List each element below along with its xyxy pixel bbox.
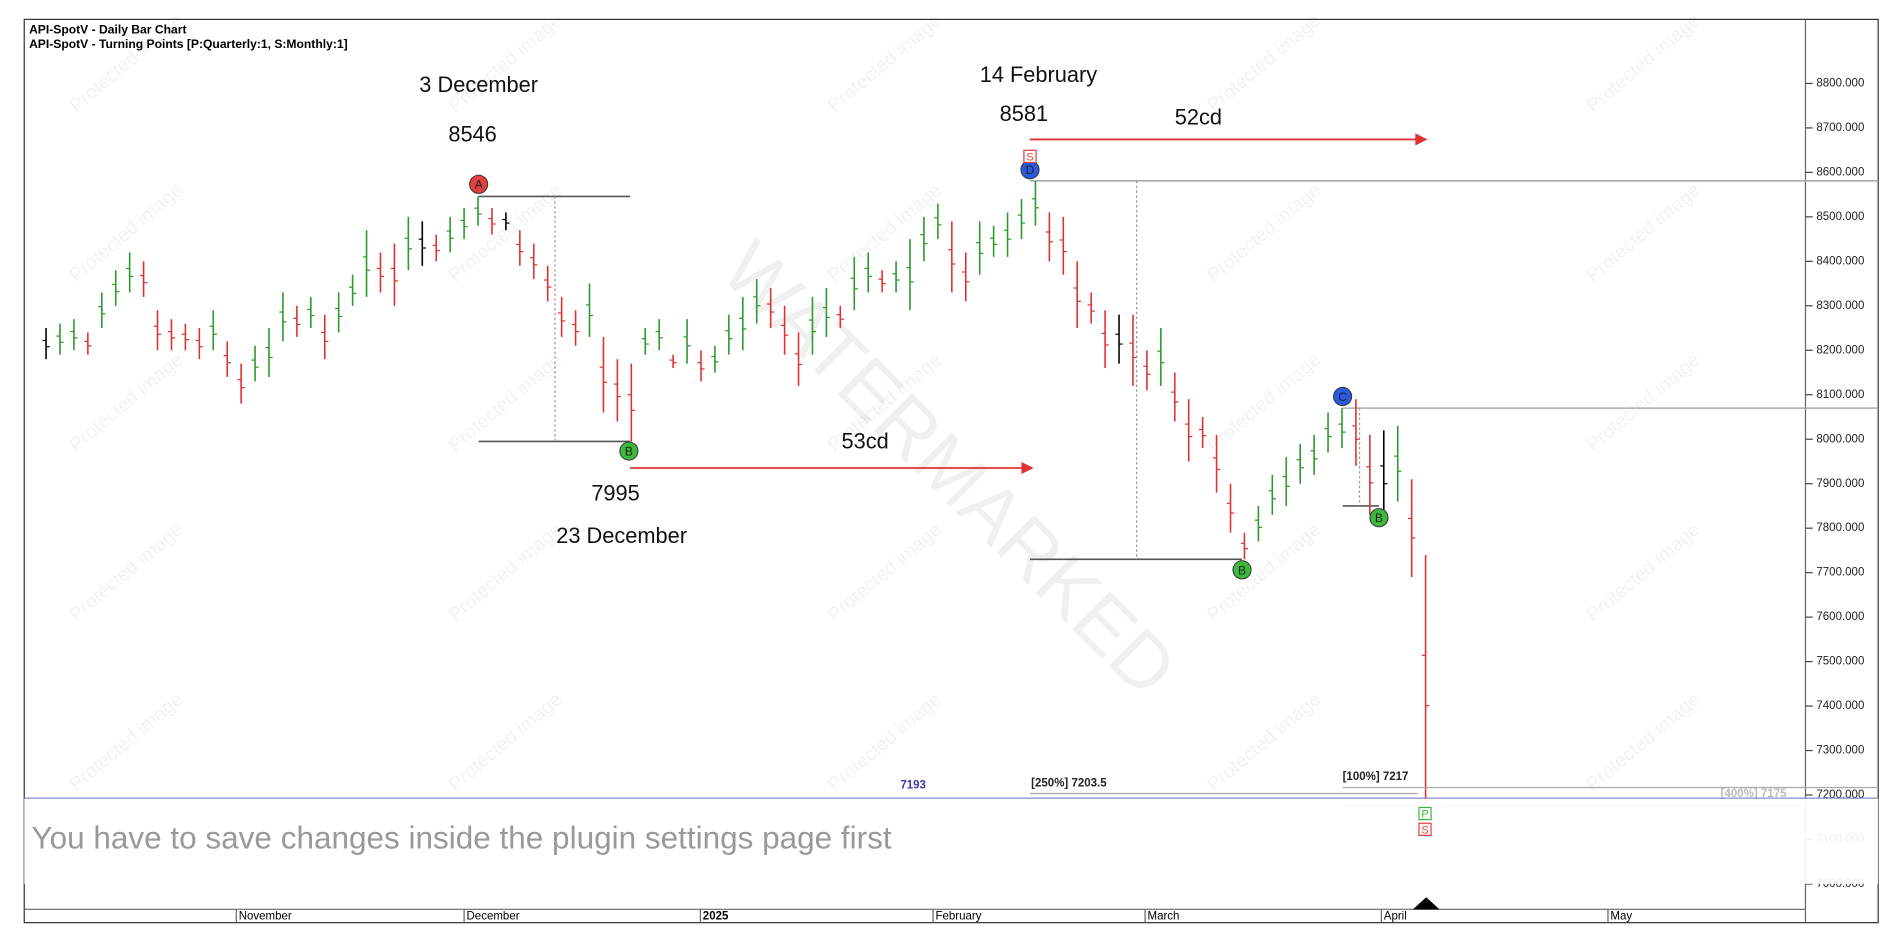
turning-point-label: S xyxy=(1026,151,1033,163)
y-tick-label: 7300.000 xyxy=(1816,745,1864,757)
y-tick-label: 7500.000 xyxy=(1816,656,1864,668)
turning-point-label: B xyxy=(1238,563,1246,577)
x-tick-label: December xyxy=(467,911,520,923)
annotation: 52cd xyxy=(1175,105,1222,130)
turning-point xyxy=(619,441,639,461)
y-tick-label: 7600.000 xyxy=(1816,611,1864,623)
y-tick-label: 8200.000 xyxy=(1816,344,1864,356)
turning-point-label: D xyxy=(1026,163,1035,177)
y-tick-label: 8300.000 xyxy=(1816,300,1864,312)
arrow-head xyxy=(1415,133,1428,146)
notice-box xyxy=(24,798,1879,884)
x-tick-label: March xyxy=(1148,911,1180,923)
turning-point-label: B xyxy=(1375,511,1383,525)
turning-point xyxy=(1418,822,1432,836)
turning-point-label: S xyxy=(1421,824,1428,836)
y-tick-label: 8500.000 xyxy=(1816,211,1864,223)
y-tick-label: 8800.000 xyxy=(1816,77,1864,89)
level-label: [100%] 7217 xyxy=(1343,771,1409,783)
annotation: 7995 xyxy=(591,480,639,505)
frame xyxy=(23,18,1879,924)
annotation: 53cd xyxy=(842,428,889,453)
turning-point-label: B xyxy=(625,444,633,458)
annotation: 8581 xyxy=(1000,101,1048,126)
turning-point xyxy=(1232,560,1252,580)
turning-point xyxy=(1369,508,1389,528)
y-tick-label: 8600.000 xyxy=(1816,166,1864,178)
turning-point xyxy=(1023,149,1037,164)
y-tick-label: 7400.000 xyxy=(1816,700,1864,712)
turning-point-label: A xyxy=(475,178,484,192)
annotation: 8546 xyxy=(448,122,496,147)
annotation: 23 December xyxy=(556,523,687,548)
y-tick-label: 7900.000 xyxy=(1816,478,1864,490)
level-label: [250%] 7203.5 xyxy=(1031,777,1107,789)
x-tick-label: February xyxy=(935,911,981,923)
header: API-SpotV - Turning Points [P:Quarterly:… xyxy=(29,37,348,51)
turning-point xyxy=(1418,806,1432,821)
y-tick-label: 8400.000 xyxy=(1816,255,1864,267)
x-tick-label: May xyxy=(1610,911,1632,923)
y-tick-label: 8100.000 xyxy=(1816,389,1864,401)
x-tick-label: April xyxy=(1384,911,1407,923)
level-label: 7193 xyxy=(900,780,926,792)
y-tick-label: 8000.000 xyxy=(1816,433,1864,445)
y-tick-label: 8700.000 xyxy=(1816,122,1864,134)
x-tick-label: November xyxy=(239,911,292,923)
y-tick-label: 7800.000 xyxy=(1816,522,1864,534)
level-label: [400%] 7175 xyxy=(1721,788,1787,800)
header: API-SpotV - Daily Bar Chart xyxy=(29,23,186,37)
annotation: 3 December xyxy=(419,72,538,97)
notice: You have to save changes inside the plug… xyxy=(32,820,892,856)
annotation: 14 February xyxy=(980,62,1098,87)
arrow-head xyxy=(1021,461,1034,475)
y-tick-label: 7700.000 xyxy=(1816,567,1864,579)
turning-point-label: C xyxy=(1338,390,1347,404)
x-tick-label: 2025 xyxy=(703,911,729,923)
turning-point xyxy=(1333,386,1353,407)
cursor-marker xyxy=(1412,897,1440,910)
turning-point xyxy=(469,174,489,194)
turning-point-label: P xyxy=(1421,809,1428,821)
